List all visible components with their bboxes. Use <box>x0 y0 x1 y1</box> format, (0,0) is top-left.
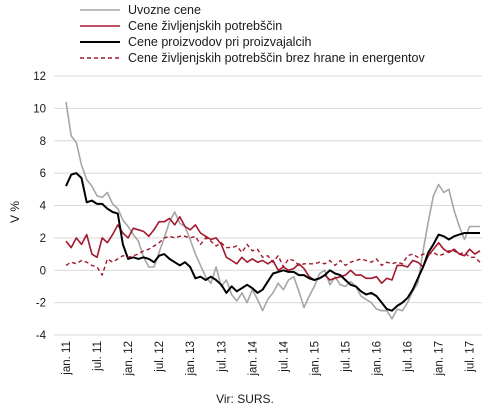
legend-label-1: Uvozne cene <box>128 3 201 17</box>
y-tick-label: 8 <box>40 136 46 148</box>
x-tick-label: jan. 17 <box>434 341 446 377</box>
y-tick-label: 2 <box>40 233 46 245</box>
y-tick-label: 6 <box>40 168 46 180</box>
legend-label-4: Cene življenjskih potrebščin brez hrane … <box>128 51 425 65</box>
series-line-2 <box>65 216 481 285</box>
x-tick-label: jul. 14 <box>278 340 290 372</box>
y-tick-label: 4 <box>40 201 47 213</box>
x-tick-label: jan. 16 <box>372 341 384 377</box>
x-tick-labels: jan. 11 jul. 11 jan. 12 jul. 12 jan. 13 jul. … <box>61 340 477 376</box>
x-tick-label: jan. 14 <box>247 340 259 376</box>
y-tick-label: 10 <box>33 103 46 115</box>
x-tick-label: jan. 13 <box>185 341 197 377</box>
series-line-3 <box>65 172 480 312</box>
y-tick-label: -2 <box>36 298 46 310</box>
x-tick-label: jul. 17 <box>465 341 477 373</box>
gridlines <box>54 75 482 336</box>
y-tick-label: 0 <box>40 265 46 277</box>
y-axis-title: V % <box>8 201 22 223</box>
y-tick-labels: -4 -2 0 2 4 6 8 10 12 <box>33 71 46 342</box>
source-note: Vir: SURS. <box>216 392 274 406</box>
x-tick-label: jul. 15 <box>340 341 352 373</box>
x-tick-label: jul. 11 <box>92 341 104 372</box>
x-tick-label: jul. 13 <box>216 341 228 373</box>
legend-label-3: Cene proizvodov pri proizvajalcih <box>128 35 311 49</box>
x-tick-label: jan. 15 <box>309 341 321 377</box>
legend: Uvozne cene Cene življenjskih potrebščin C… <box>80 3 425 65</box>
x-tick-label: jul. 12 <box>154 341 166 373</box>
x-tick-label: jan. 12 <box>123 341 135 377</box>
x-tick-label: jul. 16 <box>403 341 415 373</box>
series-lines <box>65 101 481 320</box>
legend-label-2: Cene življenjskih potrebščin <box>128 19 282 33</box>
y-tick-label: -4 <box>36 330 47 342</box>
series-line-1 <box>65 101 480 320</box>
x-tick-label: jan. 11 <box>61 341 73 376</box>
series-line-4 <box>65 235 481 276</box>
y-tick-label: 12 <box>33 71 46 83</box>
